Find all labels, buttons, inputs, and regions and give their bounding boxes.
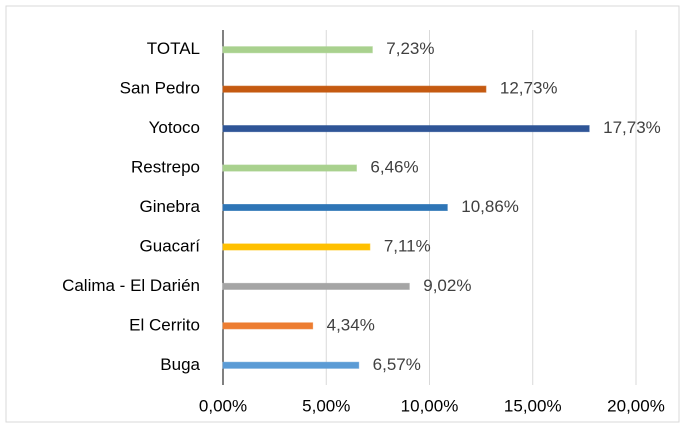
y-tick-label: Calima - El Darién: [62, 276, 200, 295]
value-label: 6,46%: [370, 158, 418, 177]
x-tick-label: 5,00%: [302, 396, 350, 415]
value-label: 17,73%: [603, 118, 661, 137]
bar: [222, 322, 314, 330]
value-label: 7,23%: [386, 39, 434, 58]
y-tick-label: Yotoco: [149, 118, 200, 137]
y-tick-label: Buga: [160, 355, 200, 374]
value-label: 4,34%: [327, 315, 375, 334]
y-tick-label: San Pedro: [120, 79, 200, 98]
bar: [222, 243, 371, 251]
value-label: 6,57%: [373, 355, 421, 374]
bar: [222, 46, 373, 54]
bar: [222, 125, 590, 133]
y-tick-label: Ginebra: [140, 197, 201, 216]
bar: [222, 164, 357, 172]
y-tick-label: Restrepo: [131, 158, 200, 177]
y-tick-label: El Cerrito: [129, 315, 200, 334]
y-tick-label: Guacarí: [140, 236, 201, 255]
bar: [222, 361, 360, 369]
x-tick-label: 0,00%: [199, 396, 247, 415]
value-label: 10,86%: [461, 197, 519, 216]
y-tick-label: TOTAL: [147, 39, 200, 58]
value-label: 12,73%: [500, 79, 558, 98]
bar: [222, 282, 410, 290]
chart-frame: [5, 5, 680, 423]
value-label: 9,02%: [423, 276, 471, 295]
value-label: 7,11%: [384, 236, 431, 255]
bar: [222, 85, 487, 93]
x-tick-label: 15,00%: [504, 396, 562, 415]
bar: [222, 204, 448, 211]
x-tick-label: 20,00%: [607, 396, 665, 415]
x-tick-label: 10,00%: [401, 396, 459, 415]
